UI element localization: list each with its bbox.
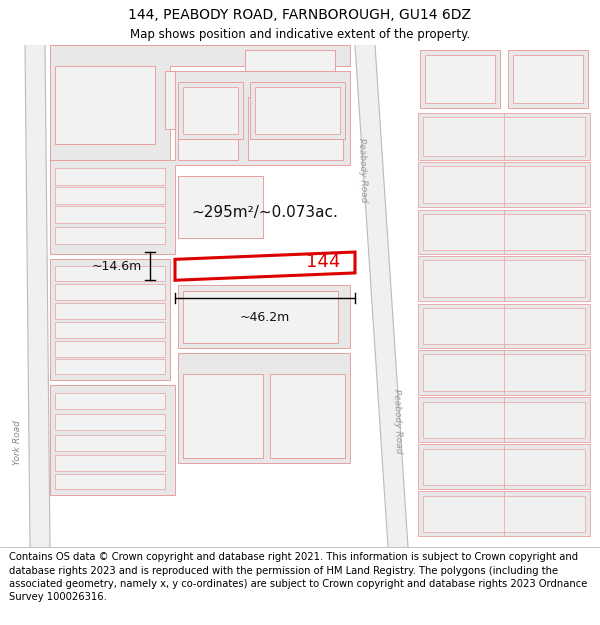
- Bar: [55, 474, 165, 489]
- Bar: [245, 50, 335, 92]
- Bar: [55, 227, 165, 244]
- Bar: [178, 176, 263, 238]
- Bar: [183, 87, 238, 134]
- Bar: [418, 350, 590, 395]
- Polygon shape: [50, 71, 350, 254]
- Bar: [55, 393, 165, 409]
- Bar: [55, 66, 155, 144]
- Polygon shape: [178, 286, 350, 348]
- Bar: [55, 303, 165, 319]
- Bar: [55, 359, 165, 374]
- Bar: [418, 113, 590, 160]
- Bar: [418, 162, 590, 207]
- Bar: [55, 266, 165, 281]
- Bar: [508, 50, 588, 108]
- Bar: [418, 304, 590, 348]
- Bar: [418, 444, 590, 489]
- Text: Contains OS data © Crown copyright and database right 2021. This information is : Contains OS data © Crown copyright and d…: [9, 552, 587, 602]
- Bar: [513, 56, 583, 102]
- Bar: [423, 214, 585, 250]
- Bar: [178, 82, 243, 139]
- Bar: [55, 284, 165, 300]
- Bar: [418, 491, 590, 536]
- Polygon shape: [25, 45, 50, 547]
- Bar: [423, 261, 585, 297]
- Text: 144: 144: [305, 254, 340, 271]
- Bar: [248, 98, 343, 160]
- Bar: [423, 401, 585, 438]
- Bar: [418, 210, 590, 254]
- Bar: [55, 455, 165, 471]
- Bar: [418, 398, 590, 442]
- Text: 144, PEABODY ROAD, FARNBOROUGH, GU14 6DZ: 144, PEABODY ROAD, FARNBOROUGH, GU14 6DZ: [128, 8, 472, 22]
- Text: York Road: York Road: [13, 420, 23, 465]
- Text: ~295m²/~0.073ac.: ~295m²/~0.073ac.: [191, 205, 338, 220]
- Bar: [55, 435, 165, 451]
- Text: ~46.2m: ~46.2m: [240, 311, 290, 324]
- Bar: [418, 256, 590, 301]
- Bar: [55, 168, 165, 185]
- Bar: [423, 449, 585, 485]
- Polygon shape: [50, 45, 350, 160]
- Bar: [55, 322, 165, 338]
- Bar: [423, 354, 585, 391]
- Bar: [178, 98, 238, 160]
- Bar: [55, 206, 165, 222]
- Bar: [55, 341, 165, 357]
- Polygon shape: [50, 259, 170, 379]
- Text: Map shows position and indicative extent of the property.: Map shows position and indicative extent…: [130, 28, 470, 41]
- Bar: [270, 374, 345, 458]
- Polygon shape: [178, 354, 350, 463]
- Bar: [165, 71, 235, 129]
- Bar: [423, 166, 585, 203]
- Bar: [55, 414, 165, 430]
- Bar: [183, 374, 263, 458]
- Bar: [55, 188, 165, 204]
- Text: ~14.6m: ~14.6m: [92, 259, 142, 272]
- Bar: [250, 82, 345, 139]
- Polygon shape: [50, 385, 175, 494]
- Bar: [423, 496, 585, 532]
- Bar: [423, 117, 585, 156]
- Bar: [425, 56, 495, 102]
- Polygon shape: [355, 45, 408, 547]
- Bar: [255, 87, 340, 134]
- Text: Peabody Road: Peabody Road: [358, 138, 368, 203]
- Bar: [183, 291, 338, 343]
- Bar: [420, 50, 500, 108]
- Text: Peabody Road: Peabody Road: [392, 389, 404, 454]
- Bar: [423, 309, 585, 344]
